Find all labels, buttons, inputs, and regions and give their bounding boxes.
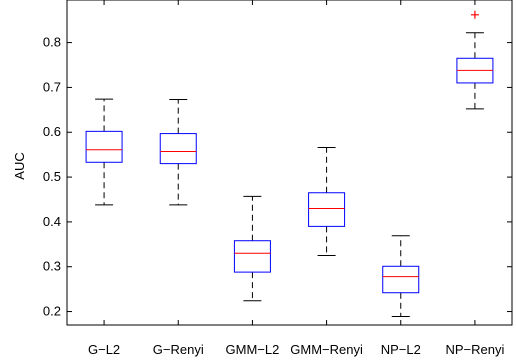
y-tick-label: 0.3 bbox=[43, 259, 61, 274]
box-5 bbox=[382, 235, 420, 317]
boxes-layer bbox=[85, 10, 494, 317]
plot-area bbox=[66, 0, 513, 326]
y-tick-label: 0.8 bbox=[43, 35, 61, 50]
box-2 bbox=[159, 99, 197, 206]
y-axis-label: AUC bbox=[12, 152, 27, 179]
iqr-box bbox=[233, 240, 271, 273]
y-tick-label: 0.5 bbox=[43, 169, 61, 184]
x-tick-label: NP−Renyi bbox=[445, 342, 504, 357]
iqr-box bbox=[159, 133, 197, 165]
y-tick-label: 0.2 bbox=[43, 304, 61, 319]
iqr-box bbox=[308, 192, 346, 227]
box-3 bbox=[233, 195, 271, 302]
y-tick-label: 0.7 bbox=[43, 79, 61, 94]
iqr-box bbox=[382, 265, 420, 294]
box-1 bbox=[85, 98, 123, 206]
x-tick-label: G−L2 bbox=[88, 342, 120, 357]
iqr-box bbox=[85, 130, 123, 163]
y-tick-label: 0.6 bbox=[43, 124, 61, 139]
x-axis: G−L2 G−Renyi GMM−L2 GMM−Renyi NP−L2 NP−Renyi bbox=[88, 0, 504, 357]
box-4 bbox=[308, 146, 346, 257]
box-6 bbox=[456, 10, 494, 110]
y-tick-label: 0.4 bbox=[43, 214, 61, 229]
x-tick-label: GMM−Renyi bbox=[290, 342, 363, 357]
y-axis: 0.2 0.3 0.4 0.5 0.6 0.7 0.8 bbox=[43, 35, 512, 319]
outlier-marker bbox=[470, 10, 479, 19]
x-tick-label: G−Renyi bbox=[153, 342, 204, 357]
x-tick-label: NP−L2 bbox=[381, 342, 421, 357]
x-tick-label: GMM−L2 bbox=[226, 342, 280, 357]
